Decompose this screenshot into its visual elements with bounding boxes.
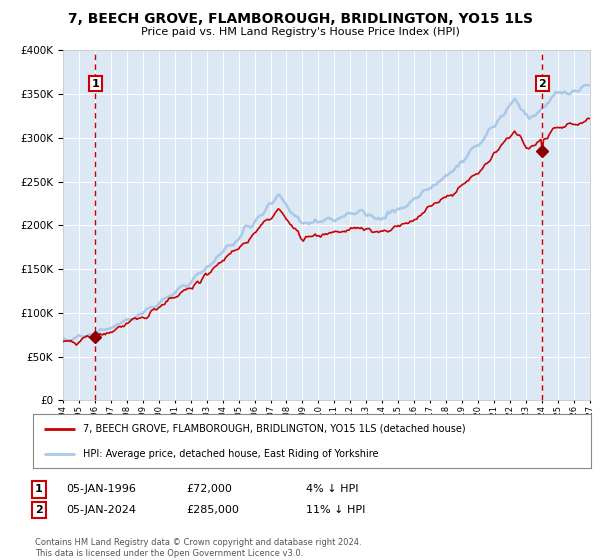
Text: HPI: Average price, detached house, East Riding of Yorkshire: HPI: Average price, detached house, East… (83, 449, 379, 459)
Text: 4% ↓ HPI: 4% ↓ HPI (306, 484, 359, 494)
Text: 2: 2 (35, 505, 43, 515)
Text: 2: 2 (539, 78, 546, 88)
Text: 05-JAN-1996: 05-JAN-1996 (66, 484, 136, 494)
Text: 1: 1 (92, 78, 99, 88)
Text: £285,000: £285,000 (186, 505, 239, 515)
Text: 11% ↓ HPI: 11% ↓ HPI (306, 505, 365, 515)
Text: Price paid vs. HM Land Registry's House Price Index (HPI): Price paid vs. HM Land Registry's House … (140, 27, 460, 37)
Text: 05-JAN-2024: 05-JAN-2024 (66, 505, 136, 515)
Text: £72,000: £72,000 (186, 484, 232, 494)
Text: Contains HM Land Registry data © Crown copyright and database right 2024.
This d: Contains HM Land Registry data © Crown c… (35, 538, 361, 558)
Text: 7, BEECH GROVE, FLAMBOROUGH, BRIDLINGTON, YO15 1LS (detached house): 7, BEECH GROVE, FLAMBOROUGH, BRIDLINGTON… (83, 424, 466, 434)
Text: 7, BEECH GROVE, FLAMBOROUGH, BRIDLINGTON, YO15 1LS: 7, BEECH GROVE, FLAMBOROUGH, BRIDLINGTON… (67, 12, 533, 26)
Text: 1: 1 (35, 484, 43, 494)
